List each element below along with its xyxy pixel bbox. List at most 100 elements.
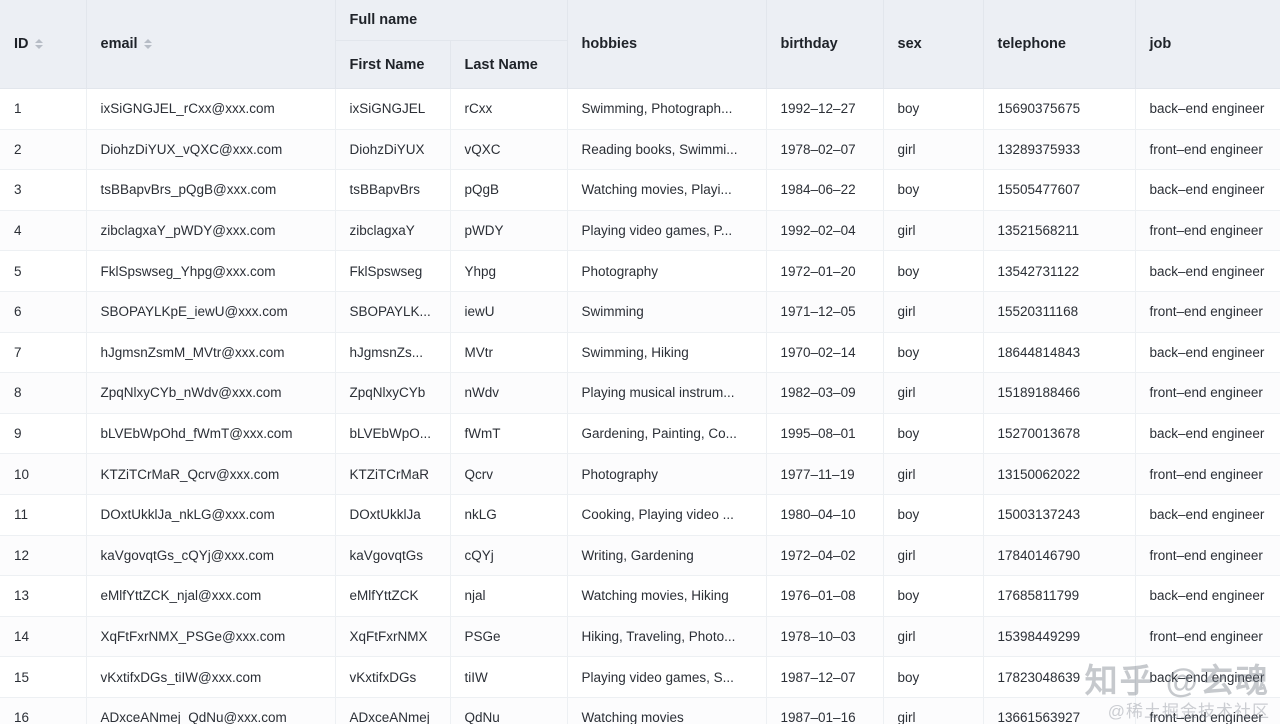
- cell-birthday: 1995–08–01: [766, 413, 884, 455]
- cell-first-name: XqFtFxrNMX: [335, 616, 451, 658]
- cell-email: XqFtFxrNMX_PSGe@xxx.com: [86, 616, 336, 658]
- cell-telephone: 13542731122: [983, 250, 1136, 292]
- cell-hobbies: Gardening, Painting, Co...: [567, 413, 767, 455]
- column-header-birthday[interactable]: birthday: [766, 0, 884, 89]
- cell-hobbies: Playing musical instrum...: [567, 372, 767, 414]
- table-header: ID email Full name hobbies: [0, 0, 1280, 89]
- table-row[interactable]: 12 kaVgovqtGs_cQYj@xxx.com kaVgovqtGs cQYj W…: [0, 535, 1280, 577]
- cell-job: front–end engineer: [1135, 453, 1280, 495]
- cell-first-name: DiohzDiYUX: [335, 129, 451, 171]
- column-header-last-name[interactable]: Last Name: [450, 40, 568, 89]
- cell-last-name: nWdv: [450, 372, 568, 414]
- cell-email: vKxtifxDGs_tiIW@xxx.com: [86, 656, 336, 698]
- cell-email: tsBBapvBrs_pQgB@xxx.com: [86, 169, 336, 211]
- table-row[interactable]: 15 vKxtifxDGs_tiIW@xxx.com vKxtifxDGs tiIW P…: [0, 656, 1280, 698]
- table-row[interactable]: 9 bLVEbWpOhd_fWmT@xxx.com bLVEbWpO... fWmT G…: [0, 413, 1280, 455]
- cell-email: eMlfYttZCK_njal@xxx.com: [86, 575, 336, 617]
- cell-first-name: SBOPAYLK...: [335, 291, 451, 333]
- cell-hobbies: Playing video games, S...: [567, 656, 767, 698]
- cell-job: back–end engineer: [1135, 250, 1280, 292]
- table-row[interactable]: 16 ADxceANmej_QdNu@xxx.com ADxceANmej QdNu W…: [0, 697, 1280, 724]
- table-row[interactable]: 5 FklSpswseg_Yhpg@xxx.com FklSpswseg Yhpg Ph…: [0, 250, 1280, 292]
- cell-sex: girl: [883, 535, 984, 577]
- column-header-id-label: ID: [14, 36, 29, 52]
- cell-sex: boy: [883, 575, 984, 617]
- column-header-email-label: email: [100, 36, 138, 52]
- table-row[interactable]: 1 ixSiGNGJEL_rCxx@xxx.com ixSiGNGJEL rCxx Sw…: [0, 88, 1280, 130]
- column-header-email[interactable]: email: [86, 0, 336, 89]
- cell-first-name: tsBBapvBrs: [335, 169, 451, 211]
- cell-email: ixSiGNGJEL_rCxx@xxx.com: [86, 88, 336, 130]
- cell-hobbies: Reading books, Swimmi...: [567, 129, 767, 171]
- cell-first-name: ixSiGNGJEL: [335, 88, 451, 130]
- cell-email: bLVEbWpOhd_fWmT@xxx.com: [86, 413, 336, 455]
- column-header-full-name-label: Full name: [349, 12, 418, 28]
- cell-birthday: 1972–04–02: [766, 535, 884, 577]
- column-header-id[interactable]: ID: [0, 0, 87, 89]
- cell-telephone: 13289375933: [983, 129, 1136, 171]
- cell-last-name: PSGe: [450, 616, 568, 658]
- cell-birthday: 1992–02–04: [766, 210, 884, 252]
- table-row[interactable]: 11 DOxtUkklJa_nkLG@xxx.com DOxtUkklJa nkLG C…: [0, 494, 1280, 536]
- cell-hobbies: Watching movies, Hiking: [567, 575, 767, 617]
- cell-hobbies: Photography: [567, 250, 767, 292]
- table-row[interactable]: 8 ZpqNlxyCYb_nWdv@xxx.com ZpqNlxyCYb nWdv Pl…: [0, 372, 1280, 414]
- cell-id: 8: [0, 372, 87, 414]
- cell-first-name: ZpqNlxyCYb: [335, 372, 451, 414]
- table-row[interactable]: 3 tsBBapvBrs_pQgB@xxx.com tsBBapvBrs pQgB Wa…: [0, 169, 1280, 211]
- cell-telephone: 15690375675: [983, 88, 1136, 130]
- cell-email: hJgmsnZsmM_MVtr@xxx.com: [86, 332, 336, 374]
- cell-birthday: 1992–12–27: [766, 88, 884, 130]
- cell-job: back–end engineer: [1135, 169, 1280, 211]
- column-header-telephone-label: telephone: [997, 36, 1066, 52]
- column-header-job[interactable]: job: [1135, 0, 1280, 89]
- cell-last-name: cQYj: [450, 535, 568, 577]
- column-header-telephone[interactable]: telephone: [983, 0, 1136, 89]
- cell-hobbies: Hiking, Traveling, Photo...: [567, 616, 767, 658]
- cell-id: 5: [0, 250, 87, 292]
- table-row[interactable]: 13 eMlfYttZCK_njal@xxx.com eMlfYttZCK njal W…: [0, 575, 1280, 617]
- cell-id: 13: [0, 575, 87, 617]
- cell-id: 12: [0, 535, 87, 577]
- cell-birthday: 1980–04–10: [766, 494, 884, 536]
- cell-id: 6: [0, 291, 87, 333]
- table-row[interactable]: 14 XqFtFxrNMX_PSGe@xxx.com XqFtFxrNMX PSGe H…: [0, 616, 1280, 658]
- table-row[interactable]: 6 SBOPAYLKpE_iewU@xxx.com SBOPAYLK... iewU S…: [0, 291, 1280, 333]
- cell-id: 14: [0, 616, 87, 658]
- table-row[interactable]: 2 DiohzDiYUX_vQXC@xxx.com DiohzDiYUX vQXC Re…: [0, 129, 1280, 171]
- cell-last-name: rCxx: [450, 88, 568, 130]
- sort-caret-icon[interactable]: [34, 39, 43, 49]
- cell-birthday: 1984–06–22: [766, 169, 884, 211]
- cell-telephone: 17685811799: [983, 575, 1136, 617]
- cell-sex: girl: [883, 129, 984, 171]
- cell-first-name: vKxtifxDGs: [335, 656, 451, 698]
- table-row[interactable]: 7 hJgmsnZsmM_MVtr@xxx.com hJgmsnZs... MVtr S…: [0, 332, 1280, 374]
- cell-email: FklSpswseg_Yhpg@xxx.com: [86, 250, 336, 292]
- column-header-sex[interactable]: sex: [883, 0, 984, 89]
- cell-job: front–end engineer: [1135, 291, 1280, 333]
- cell-sex: boy: [883, 332, 984, 374]
- cell-hobbies: Watching movies, Playi...: [567, 169, 767, 211]
- cell-birthday: 1972–01–20: [766, 250, 884, 292]
- cell-sex: boy: [883, 413, 984, 455]
- cell-birthday: 1978–02–07: [766, 129, 884, 171]
- cell-job: front–end engineer: [1135, 129, 1280, 171]
- cell-last-name: tiIW: [450, 656, 568, 698]
- cell-birthday: 1987–12–07: [766, 656, 884, 698]
- column-header-hobbies-label: hobbies: [581, 36, 638, 52]
- table-row[interactable]: 10 KTZiTCrMaR_Qcrv@xxx.com KTZiTCrMaR Qcrv P…: [0, 453, 1280, 495]
- cell-email: KTZiTCrMaR_Qcrv@xxx.com: [86, 453, 336, 495]
- cell-telephone: 15520311168: [983, 291, 1136, 333]
- cell-job: back–end engineer: [1135, 332, 1280, 374]
- sort-caret-icon[interactable]: [143, 39, 152, 49]
- column-header-full-name[interactable]: Full name: [335, 0, 568, 41]
- table-row[interactable]: 4 zibclagxaY_pWDY@xxx.com zibclagxaY pWDY Pl…: [0, 210, 1280, 252]
- column-header-hobbies[interactable]: hobbies: [567, 0, 767, 89]
- column-header-first-name[interactable]: First Name: [335, 40, 451, 89]
- cell-job: back–end engineer: [1135, 575, 1280, 617]
- cell-first-name: DOxtUkklJa: [335, 494, 451, 536]
- cell-telephone: 15189188466: [983, 372, 1136, 414]
- cell-sex: boy: [883, 169, 984, 211]
- cell-sex: girl: [883, 372, 984, 414]
